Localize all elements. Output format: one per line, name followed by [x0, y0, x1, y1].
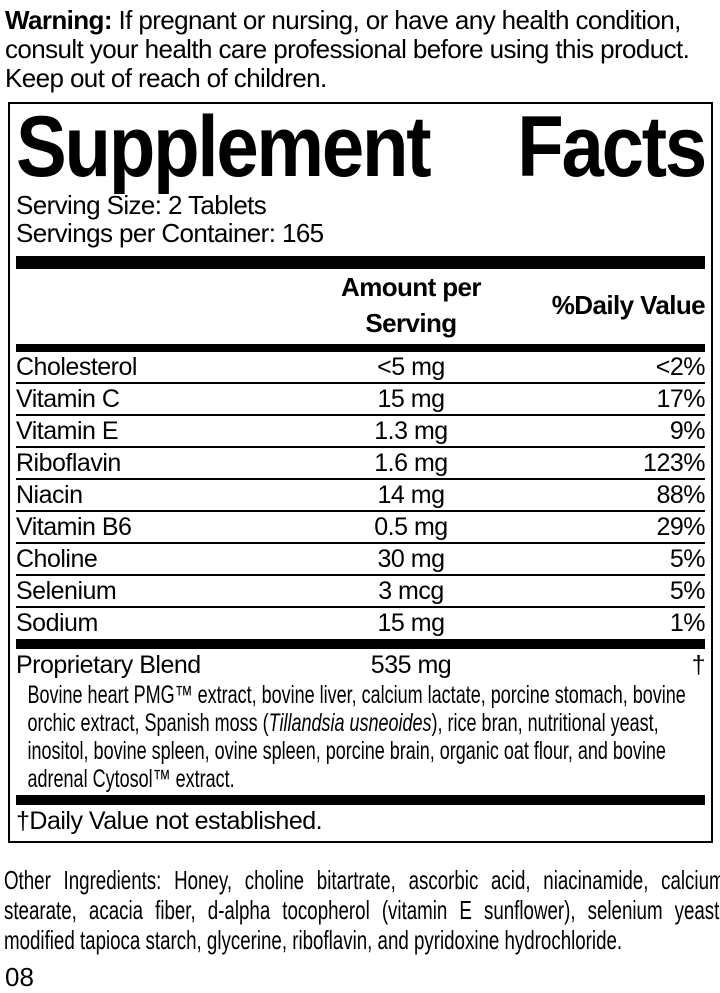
- nutrient-amount: 14 mg: [377, 481, 445, 509]
- proprietary-blend-row: Proprietary Blend 535 mg †: [16, 649, 706, 681]
- nutrient-name: Vitamin B6: [16, 513, 132, 541]
- divider-bar-blend: [16, 639, 705, 649]
- blend-latin-name: Tillandsia usneoides: [268, 709, 432, 737]
- nutrient-daily-value: 9%: [669, 417, 706, 445]
- header-amount-per-serving: Amount per Serving: [341, 272, 481, 338]
- nutrient-amount: 15 mg: [377, 385, 445, 413]
- nutrient-row: Niacin 14 mg 88%: [16, 480, 706, 512]
- nutrient-daily-value: <2%: [655, 353, 706, 381]
- nutrient-row: Sodium 15 mg 1%: [16, 608, 706, 638]
- other-ingredients-paragraph: Other Ingredients: Honey, choline bitart…: [4, 865, 720, 955]
- proprietary-blend-dagger: †: [691, 651, 706, 679]
- nutrient-name: Vitamin E: [16, 417, 119, 445]
- servings-per-container: Servings per Container: 165: [16, 218, 324, 248]
- divider-bar-header: [16, 344, 705, 352]
- divider-bar-thick-top: [16, 256, 705, 269]
- panel-title-word-supplement: Supplement: [16, 99, 432, 195]
- nutrient-daily-value: 1%: [669, 609, 706, 637]
- nutrient-row: Vitamin C 15 mg 17%: [16, 384, 706, 416]
- nutrient-name: Vitamin C: [16, 385, 120, 413]
- nutrient-daily-value: 5%: [669, 577, 706, 605]
- supplement-label-page: Warning: If pregnant or nursing, or have…: [0, 6, 720, 993]
- nutrient-name: Sodium: [16, 609, 98, 637]
- divider-bar-footnote: [16, 795, 705, 805]
- nutrient-amount: 30 mg: [377, 545, 445, 573]
- nutrient-row: Choline 30 mg 5%: [16, 544, 706, 576]
- nutrient-amount: 1.3 mg: [374, 417, 448, 445]
- proprietary-blend-amount: 535 mg: [370, 651, 452, 679]
- warning-label: Warning:: [5, 5, 112, 35]
- nutrient-row: Cholesterol <5 mg <2%: [16, 352, 706, 384]
- serving-size: Serving Size: 2 Tablets: [16, 190, 267, 220]
- nutrient-row: Vitamin E 1.3 mg 9%: [16, 416, 706, 448]
- nutrient-name: Riboflavin: [16, 449, 121, 477]
- nutrient-daily-value: 123%: [643, 449, 705, 477]
- nutrient-row: Vitamin B6 0.5 mg 29%: [16, 512, 706, 544]
- nutrient-amount: 1.6 mg: [374, 449, 448, 477]
- nutrient-amount: <5 mg: [377, 353, 445, 381]
- nutrient-name: Selenium: [16, 577, 117, 605]
- header-daily-value: %Daily Value: [551, 290, 706, 320]
- nutrient-name: Niacin: [16, 481, 83, 509]
- nutrient-daily-value: 5%: [669, 545, 706, 573]
- panel-title-word-facts: Facts: [517, 99, 707, 195]
- nutrient-daily-value: 88%: [656, 481, 705, 509]
- warning-paragraph: Warning: If pregnant or nursing, or have…: [5, 6, 714, 93]
- proprietary-blend-description: Bovine heart PMG™ extract, bovine liver,…: [16, 681, 712, 793]
- page-code: 08: [5, 962, 34, 992]
- blend-description-prefix: Bovine heart PMG™ extract, bovine liver,…: [27, 681, 686, 737]
- panel-title: Supplement Facts: [16, 99, 707, 195]
- nutrient-name: Choline: [16, 545, 98, 573]
- proprietary-blend-name: Proprietary Blend: [16, 651, 201, 679]
- nutrient-amount: 3 mcg: [378, 577, 444, 605]
- nutrient-row: Riboflavin 1.6 mg 123%: [16, 448, 706, 480]
- blend-description-suffix: ), rice bran, nutritional yeast, inosito…: [27, 709, 666, 793]
- warning-text: If pregnant or nursing, or have any heal…: [5, 5, 690, 93]
- nutrient-row: Selenium 3 mcg 5%: [16, 576, 706, 608]
- nutrient-amount: 15 mg: [377, 609, 445, 637]
- nutrient-amount: 0.5 mg: [374, 513, 448, 541]
- supplement-facts-panel: Supplement Facts Serving Size: 2 Tablets…: [8, 102, 713, 843]
- nutrient-daily-value: 29%: [656, 513, 705, 541]
- nutrient-daily-value: 17%: [656, 385, 705, 413]
- table-header-row: Amount per Serving %Daily Value: [16, 269, 706, 341]
- daily-value-footnote: †Daily Value not established.: [16, 807, 323, 835]
- nutrient-name: Cholesterol: [16, 353, 137, 381]
